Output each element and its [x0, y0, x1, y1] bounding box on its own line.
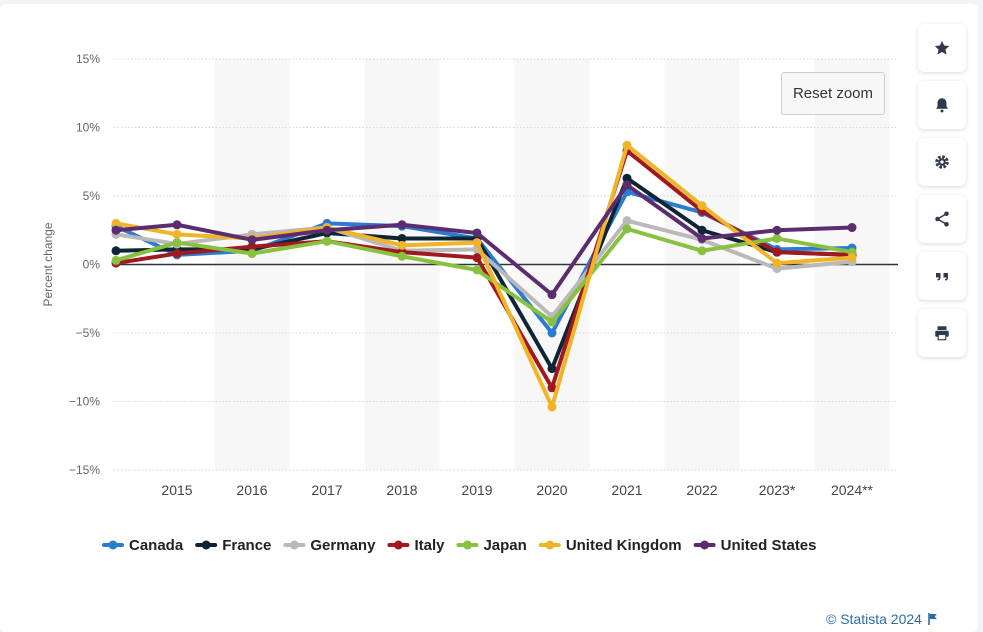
data-point: [111, 218, 121, 228]
data-point: [547, 402, 557, 412]
data-point: [547, 328, 557, 338]
data-point: [622, 180, 632, 190]
x-tick-label: 2020: [536, 482, 567, 498]
data-point: [111, 246, 121, 256]
y-tick-label: 5%: [83, 189, 101, 203]
legend-label[interactable]: United States: [721, 537, 817, 554]
data-point: [547, 317, 557, 327]
bell-icon: [936, 98, 948, 113]
reset-zoom-button[interactable]: Reset zoom: [781, 72, 885, 115]
legend-label[interactable]: France: [222, 537, 271, 554]
settings-button[interactable]: [918, 138, 966, 186]
data-point: [772, 225, 782, 235]
data-point: [772, 233, 782, 243]
data-point: [547, 290, 557, 300]
data-point: [622, 140, 632, 150]
data-point: [397, 220, 407, 230]
x-tick-label: 2023*: [759, 482, 796, 498]
flag-icon: [928, 613, 937, 625]
data-point: [472, 228, 482, 238]
chart-card: 15% 10% 5% 0% −5% −10% −15% Percent change 2015 2…: [0, 4, 978, 632]
data-point: [111, 255, 121, 265]
y-tick-label: 0%: [83, 258, 101, 272]
legend-marker: [108, 540, 118, 550]
x-tick-label: 2021: [611, 482, 642, 498]
data-point: [547, 364, 557, 374]
data-point: [247, 235, 257, 245]
chart-toolbar: [918, 24, 966, 366]
y-tick-label: −15%: [69, 463, 100, 477]
favorite-button[interactable]: [918, 24, 966, 72]
legend-label[interactable]: Canada: [129, 537, 184, 554]
data-point: [172, 220, 182, 230]
data-point: [697, 225, 707, 235]
share-button[interactable]: [918, 195, 966, 243]
x-tick-label: 2019: [461, 482, 492, 498]
share-icon: [935, 211, 949, 227]
data-point: [397, 240, 407, 250]
data-point: [172, 249, 182, 259]
print-icon: [935, 326, 949, 341]
x-tick-label: 2016: [236, 482, 267, 498]
x-tick-label: 2022: [686, 482, 717, 498]
line-chart: 15% 10% 5% 0% −5% −10% −15% Percent change 2015 2…: [41, 52, 898, 554]
x-tick-label: 2017: [311, 482, 342, 498]
data-point: [172, 229, 182, 239]
cite-button[interactable]: [918, 252, 966, 300]
data-point: [847, 223, 857, 233]
star-icon: [934, 40, 950, 55]
statista-credit[interactable]: © Statista 2024: [826, 611, 938, 627]
y-axis-label: Percent change: [41, 222, 55, 306]
data-point: [472, 265, 482, 275]
data-point: [622, 224, 632, 234]
data-point: [322, 236, 332, 246]
data-point: [397, 233, 407, 243]
y-tick-label: 10%: [76, 121, 100, 135]
data-point: [772, 247, 782, 257]
legend-marker: [700, 540, 710, 550]
legend-marker: [462, 540, 472, 550]
x-tick-label: 2015: [161, 482, 192, 498]
gear-icon: [935, 155, 949, 169]
legend-label[interactable]: United Kingdom: [566, 537, 682, 554]
print-button[interactable]: [918, 309, 966, 357]
legend-label[interactable]: Germany: [310, 537, 376, 554]
y-tick-label: 15%: [76, 52, 100, 66]
x-tick-label: 2018: [386, 482, 417, 498]
legend-marker: [545, 540, 555, 550]
data-point: [697, 201, 707, 211]
legend-marker: [201, 540, 211, 550]
notification-button[interactable]: [918, 81, 966, 129]
data-point: [397, 251, 407, 261]
x-tick-label: 2024**: [831, 482, 874, 498]
data-point: [622, 216, 632, 226]
data-point: [772, 258, 782, 268]
data-point: [697, 233, 707, 243]
data-point: [472, 253, 482, 263]
legend-marker: [393, 540, 403, 550]
legend-label[interactable]: Japan: [483, 537, 526, 554]
credit-text[interactable]: © Statista 2024: [826, 611, 922, 627]
legend-marker: [289, 540, 299, 550]
data-point: [697, 246, 707, 256]
data-point: [847, 253, 857, 263]
y-tick-label: −5%: [76, 326, 101, 340]
data-point: [111, 225, 121, 235]
quote-icon: [936, 273, 948, 281]
data-point: [622, 173, 632, 183]
data-point: [547, 383, 557, 393]
y-tick-label: −10%: [69, 395, 100, 409]
data-point: [172, 238, 182, 248]
data-point: [247, 242, 257, 252]
data-point: [247, 249, 257, 259]
data-point: [322, 225, 332, 235]
data-point: [472, 238, 482, 248]
legend-label[interactable]: Italy: [414, 537, 445, 554]
